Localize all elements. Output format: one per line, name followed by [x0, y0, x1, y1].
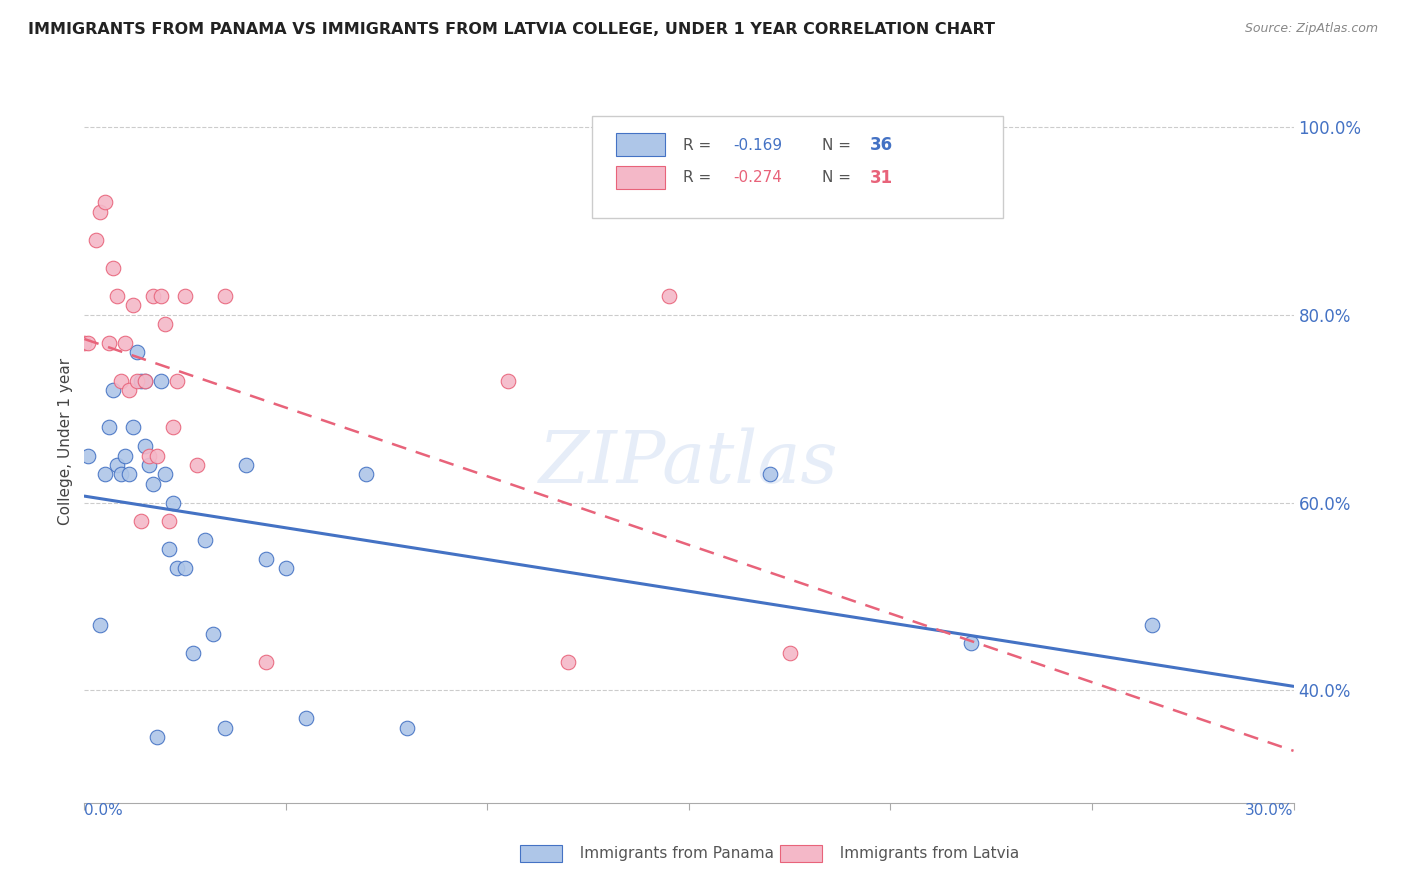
Point: [118, 467, 141, 482]
Point: [73, 336, 96, 351]
Point: [960, 636, 983, 650]
Point: [149, 374, 172, 388]
Point: [174, 289, 197, 303]
Point: [174, 561, 197, 575]
FancyBboxPatch shape: [780, 845, 823, 862]
Point: [162, 495, 184, 509]
Point: [110, 374, 132, 388]
Point: [153, 467, 176, 482]
Point: [118, 383, 141, 397]
Y-axis label: College, Under 1 year: College, Under 1 year: [58, 358, 73, 525]
Point: [77, 336, 100, 351]
Point: [86, 233, 108, 247]
Point: [125, 345, 148, 359]
Point: [134, 374, 156, 388]
Text: ZIPatlas: ZIPatlas: [538, 428, 839, 499]
Point: [114, 336, 136, 351]
Point: [121, 298, 143, 312]
Text: R =: R =: [683, 137, 716, 153]
Point: [110, 467, 132, 482]
Point: [758, 467, 780, 482]
Text: N =: N =: [823, 137, 856, 153]
Text: IMMIGRANTS FROM PANAMA VS IMMIGRANTS FROM LATVIA COLLEGE, UNDER 1 YEAR CORRELATI: IMMIGRANTS FROM PANAMA VS IMMIGRANTS FRO…: [28, 22, 995, 37]
Point: [142, 476, 165, 491]
Point: [214, 721, 236, 735]
Point: [274, 561, 297, 575]
Point: [97, 336, 120, 351]
Point: [157, 542, 180, 557]
Point: [162, 420, 184, 434]
Point: [77, 449, 100, 463]
Point: [1142, 617, 1164, 632]
Point: [254, 655, 277, 669]
Point: [101, 260, 124, 275]
Point: [202, 627, 225, 641]
Point: [295, 711, 318, 725]
Point: [395, 721, 418, 735]
Point: [89, 617, 111, 632]
Point: [496, 374, 519, 388]
Text: Immigrants from Panama: Immigrants from Panama: [571, 846, 775, 861]
Point: [235, 458, 257, 472]
Point: [146, 449, 169, 463]
Point: [142, 289, 165, 303]
Point: [129, 374, 152, 388]
Point: [181, 646, 204, 660]
Point: [101, 383, 124, 397]
Point: [121, 420, 143, 434]
Point: [93, 195, 115, 210]
Point: [93, 467, 115, 482]
Point: [138, 458, 160, 472]
Text: R =: R =: [683, 170, 716, 186]
Point: [138, 449, 160, 463]
Point: [157, 514, 180, 528]
Point: [214, 289, 236, 303]
Point: [194, 533, 217, 547]
Point: [97, 420, 120, 434]
Point: [557, 655, 579, 669]
Point: [89, 204, 111, 219]
Point: [114, 449, 136, 463]
Text: 36: 36: [870, 136, 893, 154]
Point: [125, 374, 148, 388]
Point: [779, 646, 801, 660]
FancyBboxPatch shape: [616, 133, 665, 156]
Point: [186, 458, 208, 472]
Text: Source: ZipAtlas.com: Source: ZipAtlas.com: [1244, 22, 1378, 36]
Point: [149, 289, 172, 303]
Point: [356, 467, 378, 482]
Text: 0.0%: 0.0%: [84, 803, 124, 818]
Point: [146, 730, 169, 744]
Text: Immigrants from Latvia: Immigrants from Latvia: [831, 846, 1019, 861]
Point: [134, 374, 156, 388]
Point: [166, 374, 188, 388]
FancyBboxPatch shape: [616, 166, 665, 189]
Text: -0.169: -0.169: [734, 137, 783, 153]
Text: 30.0%: 30.0%: [1246, 803, 1294, 818]
Point: [153, 318, 176, 332]
Point: [134, 439, 156, 453]
FancyBboxPatch shape: [520, 845, 562, 862]
Text: N =: N =: [823, 170, 856, 186]
Point: [658, 289, 681, 303]
Point: [105, 458, 128, 472]
Text: 31: 31: [870, 169, 893, 186]
Point: [129, 514, 152, 528]
Point: [105, 289, 128, 303]
Text: -0.274: -0.274: [734, 170, 783, 186]
Point: [254, 551, 277, 566]
FancyBboxPatch shape: [592, 117, 1004, 218]
Point: [166, 561, 188, 575]
